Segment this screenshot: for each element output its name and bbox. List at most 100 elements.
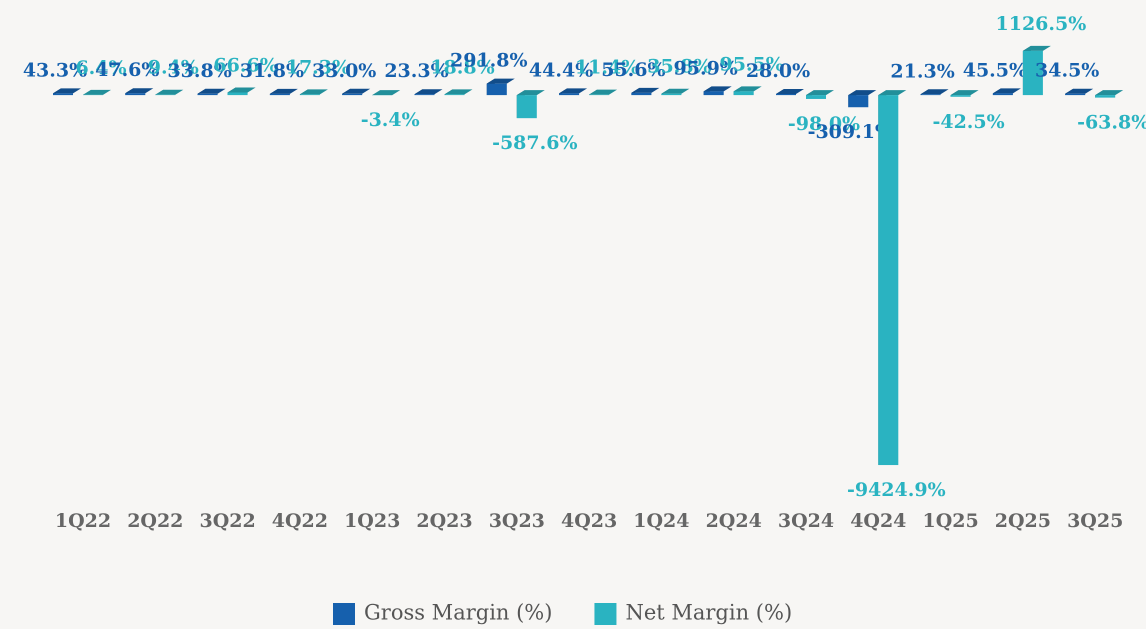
- bar-top: [733, 86, 762, 92]
- bar-top: [950, 90, 979, 96]
- bar-top: [559, 88, 588, 94]
- bar: [878, 90, 907, 466]
- x-tick-label: 3Q22: [199, 510, 255, 532]
- x-tick-label: 1Q25: [922, 510, 978, 532]
- bar-front: [776, 94, 796, 96]
- data-label: 17.3%: [286, 56, 350, 78]
- bar-top: [806, 90, 834, 96]
- bar-front: [848, 95, 869, 108]
- x-tick-label: 2Q22: [127, 510, 183, 532]
- bar: [516, 90, 545, 119]
- data-label: 31.8%: [240, 60, 304, 82]
- bar: [414, 89, 443, 96]
- bar-front: [299, 94, 320, 96]
- bar-front: [516, 95, 537, 119]
- bar-front: [197, 93, 218, 96]
- bar-top: [516, 90, 545, 96]
- data-label: 66.6%: [213, 54, 277, 76]
- bar: [1065, 88, 1094, 96]
- bar-top: [848, 90, 877, 96]
- data-label: 21.3%: [890, 60, 954, 82]
- bar: [661, 88, 690, 96]
- bar-front: [342, 93, 363, 96]
- bar: [227, 87, 256, 96]
- bar-top: [661, 88, 690, 94]
- bar-top: [414, 89, 443, 95]
- bar-top: [589, 89, 618, 95]
- data-label: 44.4%: [529, 59, 593, 81]
- x-tick-label: 3Q24: [778, 510, 834, 532]
- bar-front: [444, 94, 465, 96]
- bar-top: [486, 78, 515, 84]
- x-tick-label: 4Q24: [850, 510, 906, 532]
- bar: [342, 88, 371, 96]
- bar: [299, 89, 328, 96]
- bar: [269, 88, 298, 96]
- bar-front: [1065, 93, 1086, 96]
- x-tick-label: 3Q23: [489, 510, 545, 532]
- data-label: 11.4%: [575, 57, 639, 79]
- bar: [53, 88, 81, 96]
- data-label: 34.5%: [1035, 60, 1099, 82]
- bar-front: [269, 93, 290, 96]
- data-label: 18.8%: [430, 56, 494, 78]
- bar: [1095, 90, 1124, 98]
- bar: [444, 89, 473, 96]
- bar-top: [125, 88, 154, 94]
- bar: [197, 88, 226, 96]
- bar-top: [299, 89, 328, 95]
- bar-front: [950, 95, 971, 97]
- data-label: 95.9%: [674, 57, 738, 79]
- bar: [848, 90, 877, 108]
- bar: [83, 89, 111, 96]
- bar: [155, 89, 184, 96]
- bar-top: [1065, 88, 1094, 94]
- data-label: 47.6%: [95, 59, 159, 81]
- bar-front: [486, 83, 507, 96]
- bar-top: [1095, 90, 1124, 96]
- bar-top: [155, 89, 184, 95]
- bar-top: [878, 90, 907, 96]
- bar: [920, 89, 949, 96]
- x-tick-label: 3Q25: [1067, 510, 1123, 532]
- bar: [589, 89, 618, 96]
- data-label: 33.8%: [167, 60, 231, 82]
- bar-front: [661, 93, 682, 96]
- data-label: -98.0%: [788, 113, 860, 135]
- bar-top: [269, 88, 298, 94]
- data-label: 1126.5%: [996, 13, 1087, 35]
- data-label: 6.4%: [75, 57, 126, 79]
- data-label: 23.3%: [384, 60, 448, 82]
- bar: [703, 86, 732, 96]
- data-label: 35.8%: [647, 56, 711, 78]
- bar-front: [125, 93, 146, 96]
- bar: [1022, 45, 1051, 96]
- bar-front: [1095, 95, 1116, 98]
- data-label: -309.1%: [808, 121, 893, 143]
- bar-top: [920, 89, 949, 95]
- bar-top: [227, 87, 256, 93]
- bar: [125, 88, 154, 96]
- bar-front: [920, 94, 941, 96]
- bar-top: [444, 89, 473, 95]
- data-label: 33.0%: [312, 60, 376, 82]
- x-tick-label: 2Q24: [706, 510, 762, 532]
- x-tick-label: 2Q23: [416, 510, 472, 532]
- data-label: -587.6%: [492, 132, 577, 154]
- x-tick-label: 1Q24: [633, 510, 689, 532]
- bar-top: [53, 88, 81, 94]
- bar-front: [733, 91, 754, 96]
- data-label: -9424.9%: [847, 479, 946, 501]
- bar-top: [83, 89, 111, 95]
- bar-front: [806, 95, 826, 99]
- legend-label: Net Margin (%): [625, 601, 792, 625]
- bar-top: [776, 89, 804, 95]
- x-tick-label: 4Q23: [561, 510, 617, 532]
- data-label: 9.4%: [148, 57, 199, 79]
- bar: [950, 90, 979, 97]
- data-label: 45.5%: [963, 59, 1027, 81]
- bar-top: [372, 90, 401, 96]
- bar: [559, 88, 588, 96]
- bar-front: [227, 92, 248, 96]
- bar-top: [342, 88, 371, 94]
